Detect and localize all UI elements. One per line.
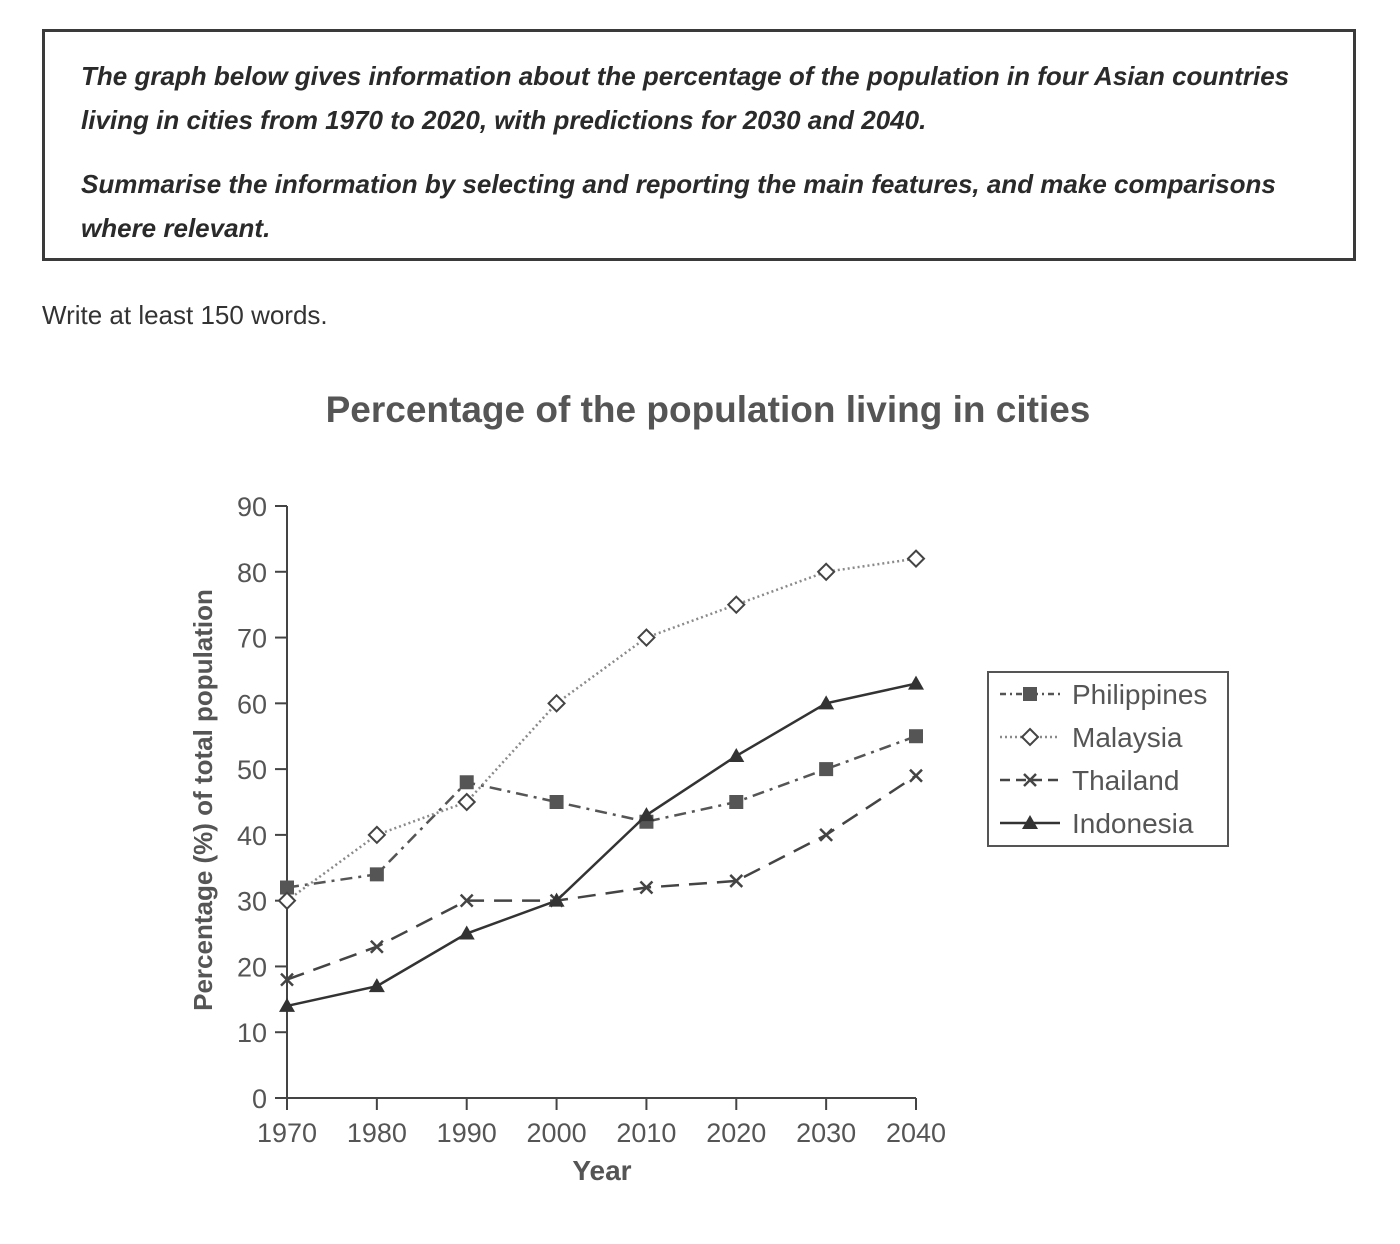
data-point-malaysia [277, 891, 297, 911]
series-layer [277, 549, 926, 1012]
legend-marker [1023, 687, 1037, 701]
data-point-indonesia [908, 675, 924, 690]
data-point-malaysia [726, 595, 746, 615]
data-point-malaysia [367, 825, 387, 845]
data-point-malaysia [637, 628, 656, 647]
data-point-thailand [369, 939, 384, 954]
legend-label: Philippines [1072, 679, 1207, 710]
legend-marker [1020, 727, 1040, 747]
legend-item-malaysia: Malaysia [1000, 722, 1183, 753]
series-line-philippines [286, 735, 917, 889]
x-tick-label: 1990 [437, 1118, 497, 1148]
legend-item-indonesia: Indonesia [1000, 808, 1194, 839]
x-axis-label: Year [572, 1155, 631, 1186]
series-malaysia [277, 549, 926, 911]
y-tick-label: 30 [237, 887, 267, 917]
chart-title: Percentage of the population living in c… [326, 389, 1091, 430]
data-point-indonesia [548, 892, 565, 907]
legend-marker [1022, 815, 1038, 829]
data-point-philippines [819, 762, 834, 777]
series-philippines [280, 729, 923, 895]
task-paragraph-1: The graph below gives information about … [81, 61, 1290, 135]
data-point-malaysia [816, 562, 836, 582]
data-point-philippines [909, 729, 923, 744]
legend: Philippines Malaysia Thailand Indonesia [987, 671, 1229, 847]
y-tick-label: 70 [237, 624, 267, 654]
task-paragraph-2: Summarise the information by selecting a… [81, 169, 1276, 243]
data-point-thailand [639, 880, 654, 895]
y-tick-label: 90 [237, 492, 267, 522]
y-tick-label: 40 [237, 821, 267, 851]
data-point-indonesia [728, 747, 745, 762]
data-point-thailand [729, 874, 744, 888]
data-point-malaysia [906, 549, 926, 569]
task-prompt-box: The graph below gives information about … [42, 29, 1356, 261]
data-point-indonesia [818, 695, 835, 710]
data-point-indonesia [638, 807, 655, 822]
data-point-philippines [369, 867, 384, 882]
data-point-philippines [549, 795, 564, 809]
legend-label: Indonesia [1072, 808, 1194, 839]
x-tick-label: 2020 [706, 1118, 766, 1148]
data-point-philippines [459, 775, 474, 790]
series-line-indonesia [286, 682, 917, 1008]
x-tick-label: 1970 [257, 1118, 317, 1148]
series-line-thailand [286, 774, 917, 981]
x-tick-label: 2030 [796, 1118, 856, 1148]
y-tick-label: 10 [237, 1018, 267, 1048]
data-point-indonesia [279, 997, 295, 1012]
data-point-malaysia [547, 693, 566, 713]
x-tick-label: 2000 [527, 1118, 587, 1148]
data-point-indonesia [458, 925, 475, 940]
legend-item-thailand: Thailand [1000, 765, 1179, 796]
word-count-instruction: Write at least 150 words. [42, 300, 328, 330]
y-axis-label: Percentage (%) of total population [188, 589, 218, 1011]
legend-label: Malaysia [1072, 722, 1183, 753]
legend-label: Thailand [1072, 765, 1179, 796]
y-tick-label: 20 [237, 952, 267, 982]
legend-item-philippines: Philippines [1000, 679, 1207, 710]
y-tick-label: 50 [237, 755, 267, 785]
data-point-malaysia [457, 792, 477, 812]
line-chart: Percentage of the population living in c… [188, 389, 1229, 1186]
data-point-thailand [459, 893, 474, 908]
series-line-malaysia [286, 557, 917, 902]
data-point-thailand [819, 828, 834, 842]
legend-marker [1023, 773, 1037, 787]
data-point-philippines [729, 795, 744, 809]
x-tick-label: 2010 [616, 1118, 676, 1148]
data-point-indonesia [368, 978, 385, 993]
y-tick-label: 0 [252, 1084, 267, 1114]
y-tick-label: 80 [237, 558, 267, 588]
data-point-thailand [909, 768, 923, 783]
x-tick-label: 1980 [347, 1118, 407, 1148]
data-point-thailand [280, 972, 294, 987]
data-point-philippines [280, 880, 294, 895]
y-tick-label: 60 [237, 689, 267, 719]
x-tick-label: 2040 [886, 1118, 946, 1148]
series-indonesia [279, 675, 924, 1012]
